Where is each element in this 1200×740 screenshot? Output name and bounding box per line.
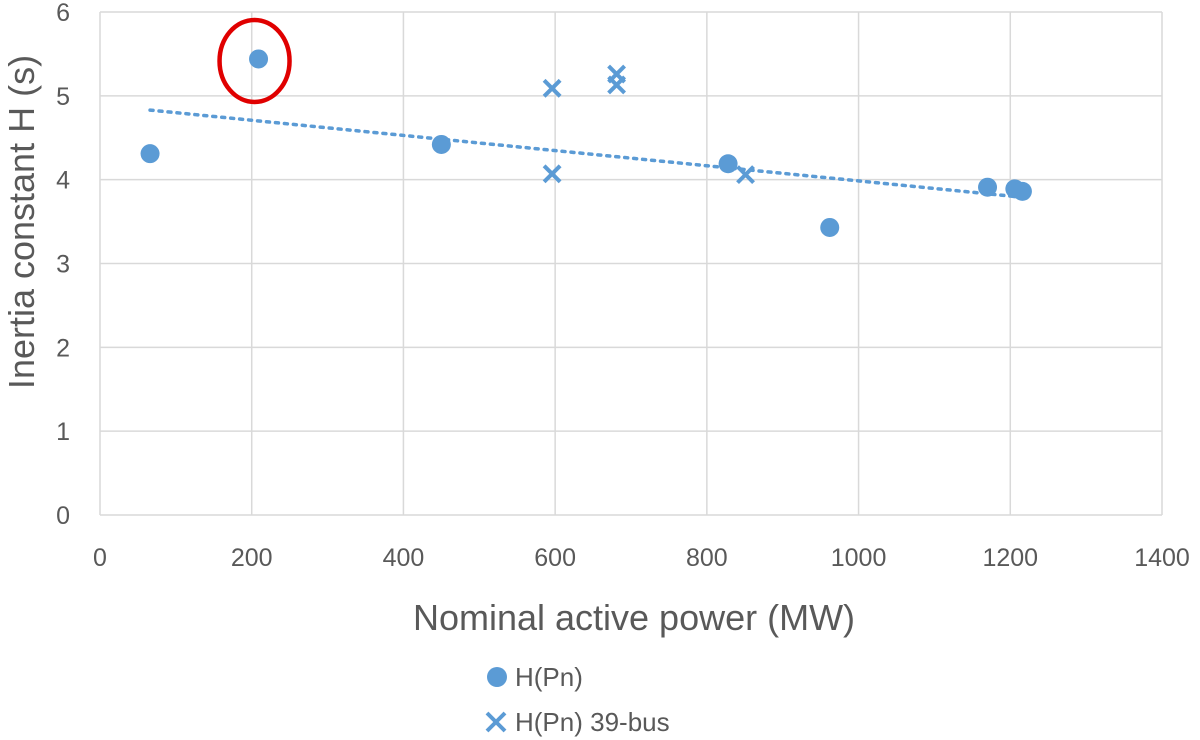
x-axis-title: Nominal active power (MW)	[413, 597, 855, 638]
legend-label-h-pn: H(Pn)	[515, 662, 583, 692]
data-point-circle	[431, 134, 451, 154]
data-point-x	[542, 164, 562, 184]
data-point-x-stroke	[736, 165, 755, 185]
y-tick-label: 4	[56, 167, 70, 195]
x-tick-label: 1400	[1134, 544, 1190, 572]
data-point-x-stroke	[542, 78, 562, 98]
x-tick-label: 0	[93, 544, 107, 572]
data-point-circle	[820, 217, 840, 237]
annotations	[217, 17, 292, 105]
y-tick-label: 3	[56, 251, 70, 279]
legend-marker-x-icon	[485, 711, 507, 733]
data-point-circle	[978, 177, 998, 197]
y-axis-title: Inertia constant H (s)	[1, 55, 42, 389]
grid-lines	[99, 11, 1163, 516]
x-tick-label: 1200	[982, 544, 1038, 572]
y-tick-label: 1	[56, 418, 70, 446]
legend: H(Pn) H(Pn) 39-bus	[485, 662, 670, 737]
x-tick-label: 800	[686, 544, 728, 572]
highlight-circle	[217, 17, 292, 105]
x-tick-label: 200	[231, 544, 273, 572]
data-point-x	[607, 75, 627, 95]
data-point-x-stroke	[607, 75, 627, 95]
legend-marker-circle-icon	[487, 667, 507, 687]
x-tick-label: 600	[534, 544, 576, 572]
data-point-circle	[140, 144, 160, 164]
y-tick-label: 5	[56, 83, 70, 111]
data-point-x-stroke	[542, 164, 562, 184]
data-point-circle	[249, 49, 269, 69]
data-point-circle	[718, 154, 738, 174]
tick-labels: 0 200 400 600 800 1000 1200 1400 0 1 2 3 4 5 6	[56, 0, 1190, 572]
y-tick-label: 0	[56, 502, 70, 530]
y-tick-label: 2	[56, 334, 70, 362]
trendline-layer	[148, 108, 1025, 200]
data-points	[140, 49, 1032, 237]
x-tick-label: 400	[383, 544, 425, 572]
trendline	[148, 108, 1025, 200]
data-point-x	[542, 78, 562, 98]
legend-label-h-pn-39-bus: H(Pn) 39-bus	[515, 707, 670, 737]
x-tick-label: 1000	[831, 544, 887, 572]
data-point-circle	[1012, 181, 1032, 201]
y-tick-label: 6	[56, 0, 70, 27]
data-point-x	[736, 165, 755, 185]
